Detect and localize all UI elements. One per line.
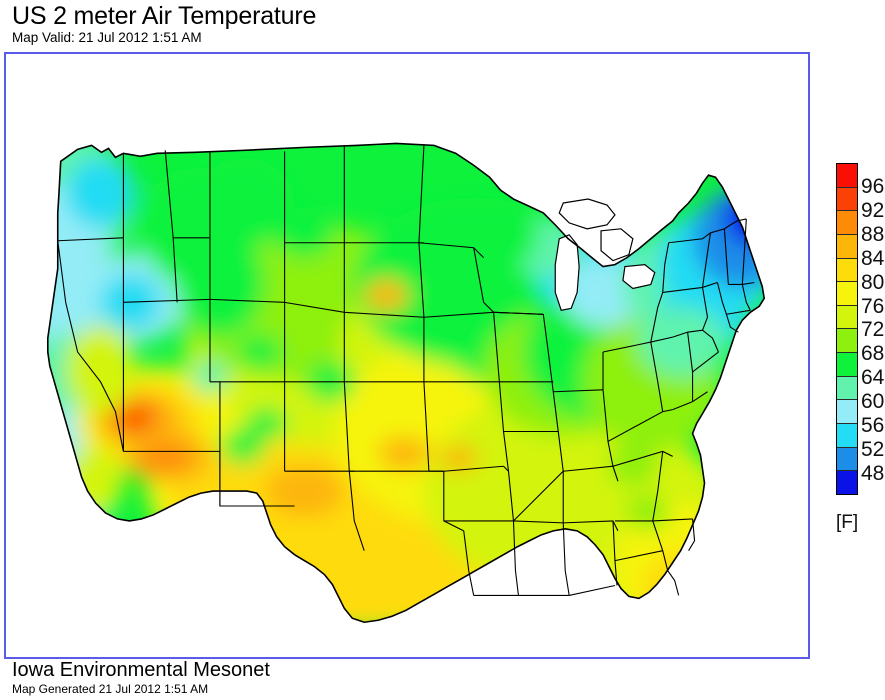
- colorbar-band: [837, 376, 857, 401]
- colorbar-band: [837, 305, 857, 330]
- footer-generated-timestamp: Map Generated 21 Jul 2012 1:51 AM: [12, 682, 209, 696]
- colorbar-band: [837, 234, 857, 259]
- colorbar-gradient: [836, 163, 858, 495]
- colorbar-band: [837, 447, 857, 472]
- great-lakes-outline: [554, 198, 656, 311]
- colorbar-tick: 76: [861, 295, 885, 318]
- colorbar-legend: 96 92 88 84 80 76 72 68 64 60 56 52 48: [836, 163, 884, 495]
- colorbar-band: [837, 258, 857, 283]
- colorbar-band: [837, 353, 857, 377]
- colorbar-band: [837, 211, 857, 235]
- colorbar-tick: 84: [861, 247, 885, 270]
- footer-organization: Iowa Environmental Mesonet: [12, 659, 270, 681]
- colorbar-band: [837, 164, 857, 188]
- header: US 2 meter Air Temperature Map Valid: 21…: [12, 2, 832, 46]
- page-title: US 2 meter Air Temperature: [12, 2, 317, 30]
- colorbar-tick-labels: 96 92 88 84 80 76 72 68 64 60 56 52 48: [861, 163, 885, 495]
- colorbar-tick: 60: [861, 390, 885, 413]
- colorbar-tick: 64: [861, 366, 885, 389]
- colorbar-tick: 80: [861, 271, 885, 294]
- colorbar-tick: 96: [861, 175, 885, 198]
- colorbar-band: [837, 400, 857, 425]
- footer: Iowa Environmental Mesonet Map Generated…: [12, 659, 712, 696]
- map-frame[interactable]: [4, 52, 810, 659]
- colorbar-band: [837, 329, 857, 354]
- colorbar-band: [837, 471, 857, 494]
- colorbar-tick: 56: [861, 414, 885, 437]
- colorbar-tick: 88: [861, 223, 885, 246]
- colorbar-band: [837, 282, 857, 306]
- colorbar-tick: 48: [861, 462, 885, 485]
- temperature-contour-map[interactable]: [6, 54, 808, 657]
- colorbar-band: [837, 187, 857, 212]
- colorbar-band: [837, 424, 857, 448]
- colorbar-tick: 52: [861, 438, 885, 461]
- colorbar-units-label: [F]: [836, 512, 859, 533]
- colorbar-tick: 92: [861, 199, 885, 222]
- map-valid-timestamp: Map Valid: 21 Jul 2012 1:51 AM: [12, 30, 202, 45]
- colorbar-tick: 68: [861, 342, 885, 365]
- colorbar-tick: 72: [861, 318, 885, 341]
- conus-coastline: [46, 142, 766, 624]
- state-borders: [57, 145, 755, 596]
